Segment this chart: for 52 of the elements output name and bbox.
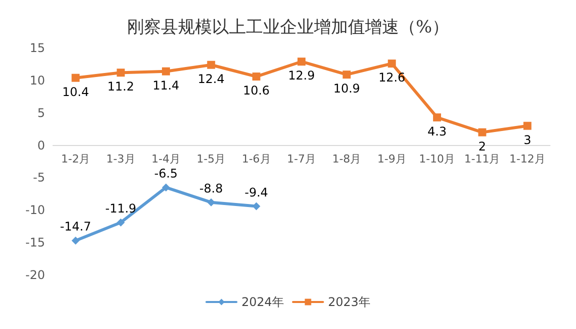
point (162, 183, 170, 192)
y-tick-label: 5 (37, 106, 45, 120)
point (116, 218, 125, 226)
x-tick-label: 1-9月 (377, 152, 406, 166)
point (298, 58, 306, 66)
data-label: -14.7 (60, 220, 92, 234)
data-label: 10.9 (333, 82, 360, 96)
data-label: -6.5 (154, 166, 178, 180)
point (478, 128, 486, 136)
point (72, 74, 80, 82)
x-tick-label: 1-6月 (242, 152, 271, 166)
y-tick-label: -10 (25, 203, 45, 218)
data-label: 11.4 (152, 78, 180, 92)
y-tick-label: -5 (33, 170, 45, 185)
data-label: 3 (524, 132, 532, 147)
y-tick-label: 10 (30, 73, 45, 88)
x-tick-label: 1-5月 (196, 152, 226, 166)
point (342, 70, 351, 79)
y-tick-label: -15 (25, 236, 45, 250)
data-label: 4.3 (428, 124, 447, 138)
point (207, 198, 216, 206)
x-tick-label: 1-11月 (464, 152, 500, 166)
chart-title: 刚察县规模以上工业企业增加值增速（%） (126, 18, 450, 38)
point (252, 72, 260, 81)
x-tick-label: 1-8月 (332, 152, 362, 166)
x-tick-label: 1-3月 (106, 152, 136, 166)
x-tick-label: 1-7月 (287, 152, 316, 166)
x-tick-label: 1-2月 (61, 152, 90, 166)
data-label: -11.9 (105, 201, 136, 216)
point (162, 67, 170, 76)
data-label: 10.4 (62, 84, 89, 99)
y-tick-label: 15 (30, 41, 45, 55)
data-label: -8.8 (199, 181, 223, 196)
data-label: 12.9 (288, 68, 315, 83)
point (433, 113, 442, 122)
data-label: 11.2 (107, 80, 134, 94)
data-label: 2 (478, 139, 486, 154)
x-tick-label: 1-4月 (151, 152, 180, 166)
point (388, 60, 396, 68)
data-label: 10.6 (242, 84, 270, 98)
point (116, 68, 125, 77)
data-label: -9.4 (244, 185, 268, 200)
legend-label: 2023年 (328, 295, 371, 309)
data-label: 12.4 (198, 72, 224, 86)
y-tick-label: -20 (25, 268, 45, 282)
x-tick-label: 1-10月 (419, 152, 456, 166)
point (72, 236, 80, 245)
y-tick-label: 0 (37, 138, 45, 152)
x-tick-label: 1-12月 (509, 152, 546, 166)
point (523, 122, 532, 130)
point (207, 60, 216, 69)
legend-label: 2024年 (241, 295, 284, 309)
